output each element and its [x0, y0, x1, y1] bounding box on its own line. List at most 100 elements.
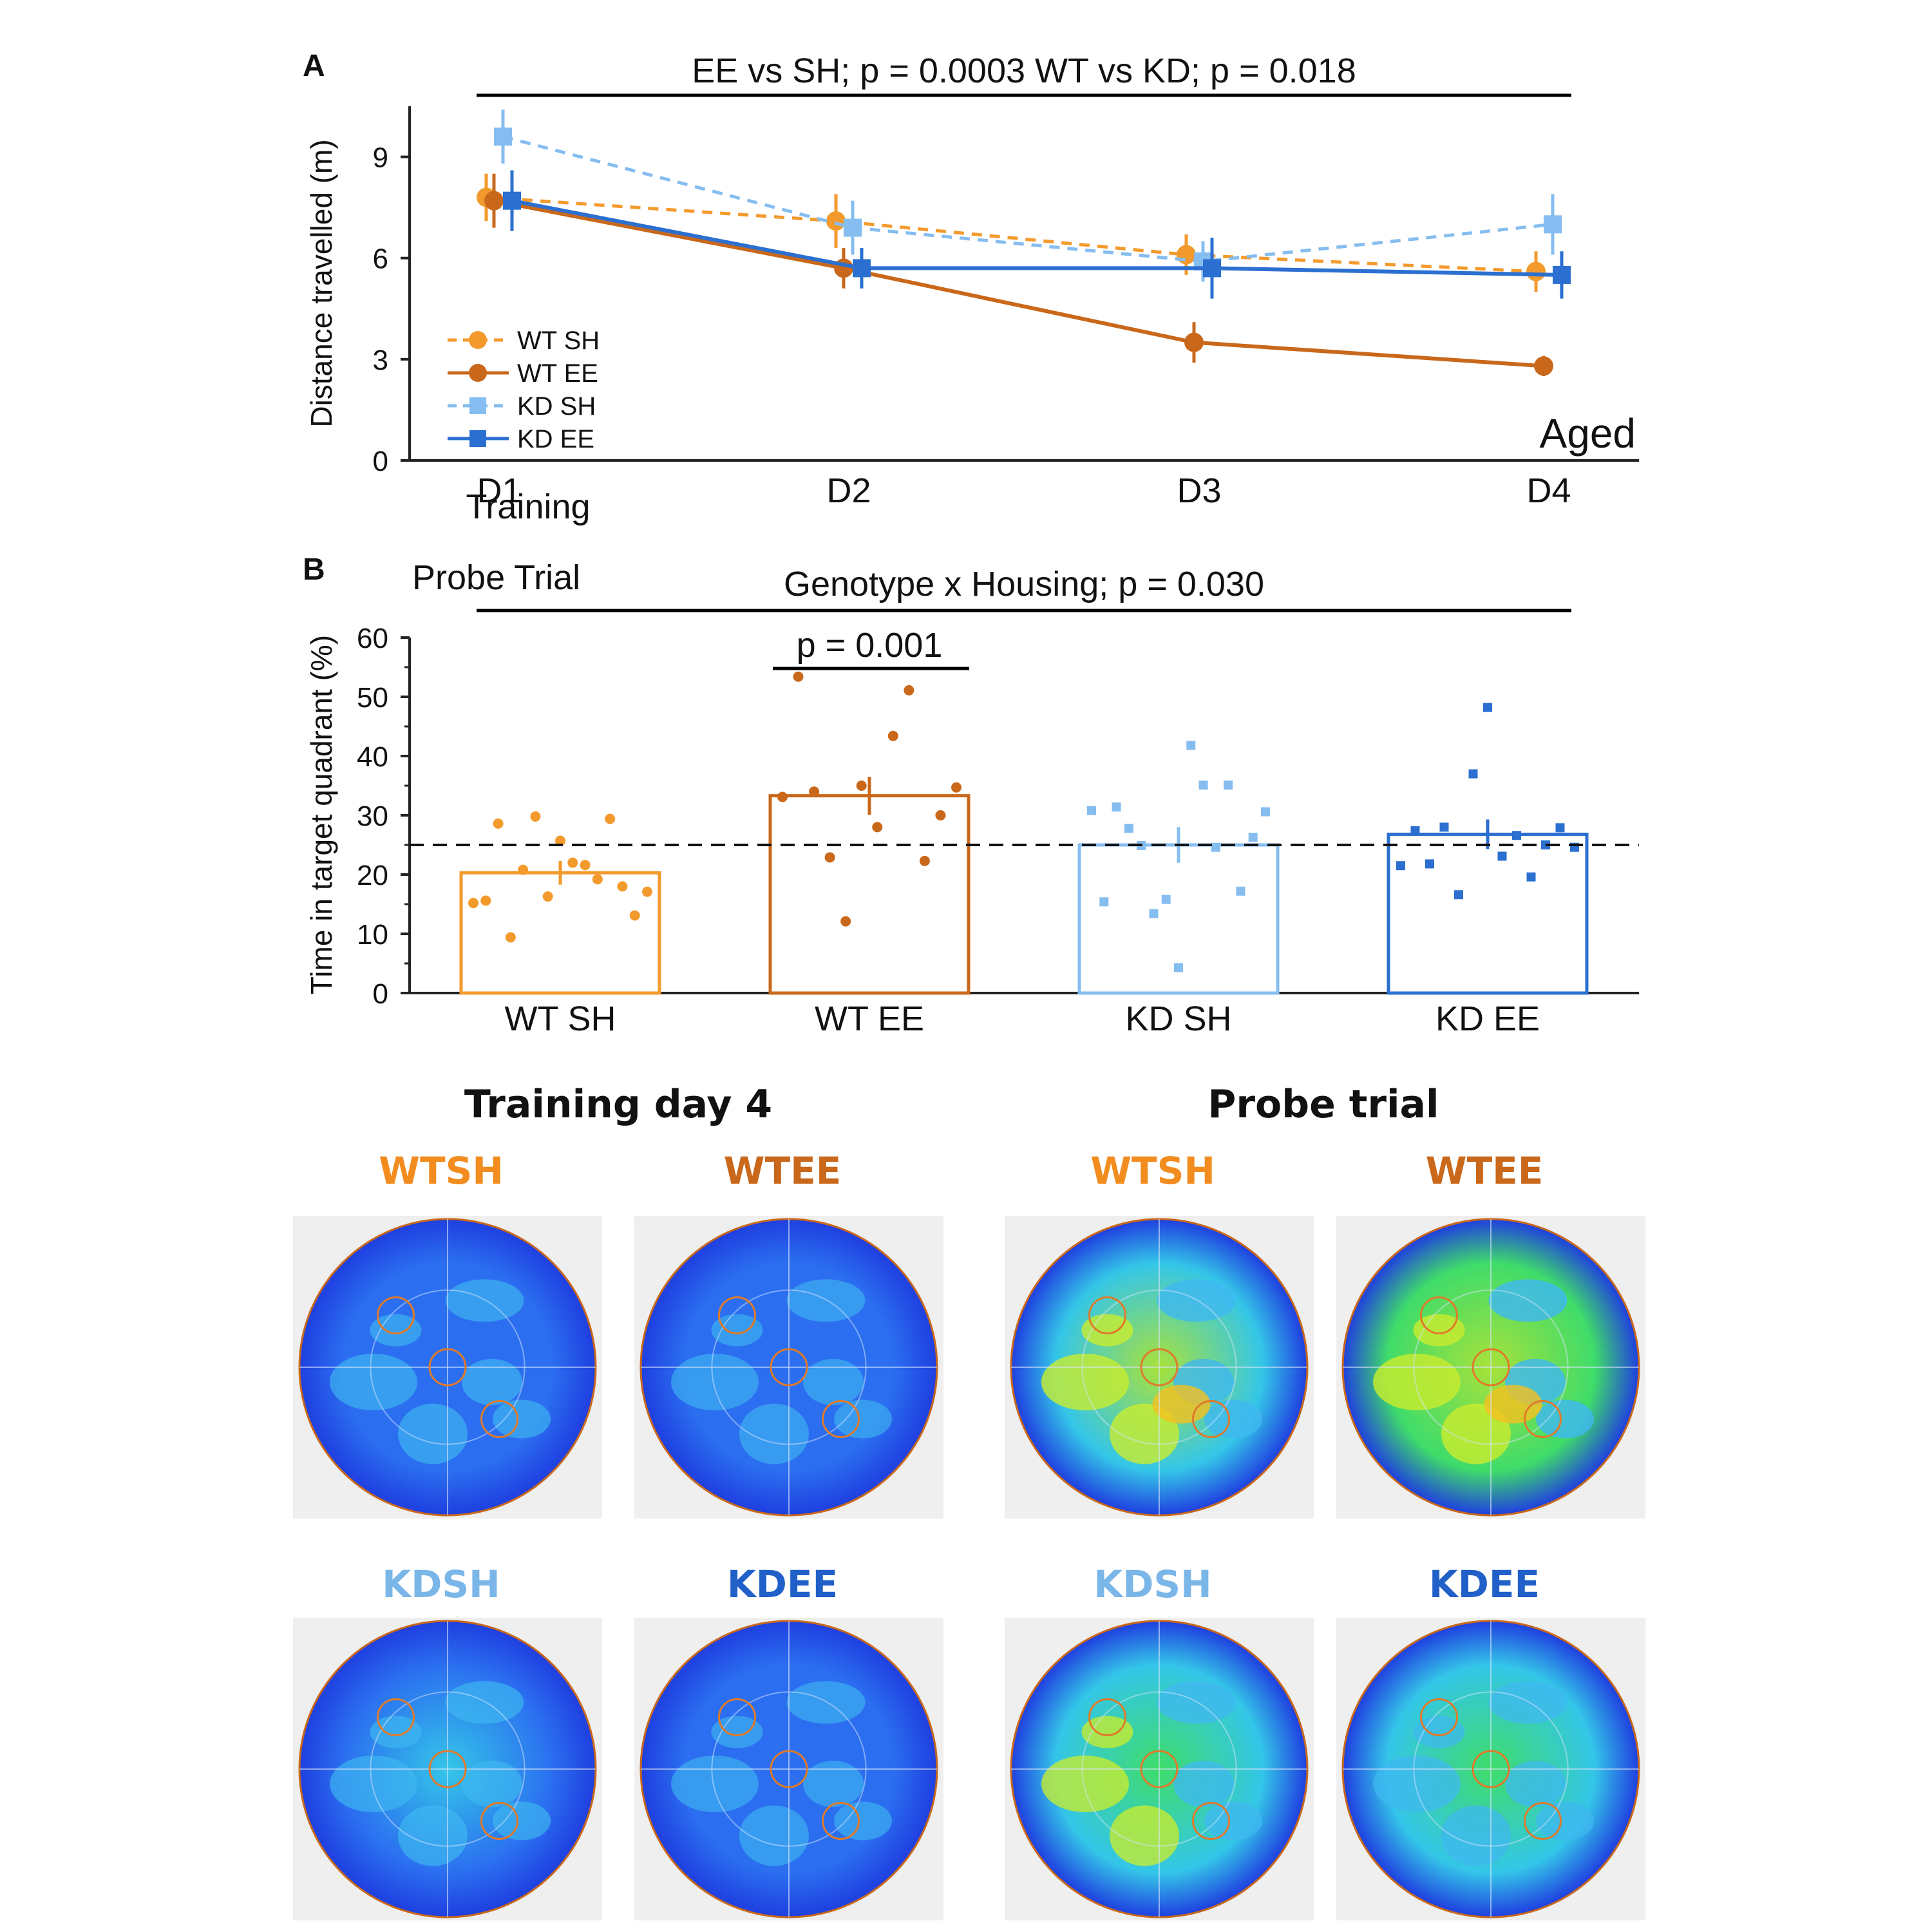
heat-blob [1081, 1314, 1133, 1347]
heat-blob [739, 1403, 809, 1464]
data-point [809, 786, 820, 797]
inner-ring [1081, 1289, 1237, 1445]
data-point [1439, 822, 1449, 832]
data-point [592, 874, 603, 885]
heat-blob [1505, 1761, 1566, 1807]
platform-circle [718, 1296, 756, 1334]
bar-group-kd-sh: KD SH [1077, 741, 1280, 1038]
heat-blob [493, 1801, 551, 1841]
heat-blob [834, 1801, 892, 1841]
y-tick-label: 9 [373, 142, 388, 174]
heat-blob [671, 1354, 759, 1410]
data-point [629, 910, 640, 921]
heatmap-label: KDEE [727, 1562, 838, 1606]
heatmap-panel-wtsh: WTSH [1005, 1149, 1314, 1519]
y-tick-label: 0 [373, 978, 388, 1010]
series-line [502, 135, 1553, 263]
data-point [904, 685, 914, 696]
heat-blob [462, 1359, 522, 1405]
data-point [793, 671, 804, 682]
heatmap-label: KDSH [382, 1562, 500, 1606]
inner-ring [711, 1289, 867, 1445]
platform-circle [1192, 1400, 1230, 1438]
platform-circle [1472, 1750, 1510, 1788]
heat-blob [1204, 1801, 1262, 1841]
heat-blob [398, 1805, 468, 1866]
heatmap-label: WTEE [1426, 1149, 1544, 1193]
data-point [484, 191, 504, 211]
legend-marker [469, 364, 487, 382]
series-line [493, 198, 1544, 368]
bar [768, 794, 971, 995]
platform-circle [1088, 1296, 1126, 1334]
heat-blob [330, 1756, 417, 1812]
series-wt-ee [484, 173, 1553, 377]
data-point [887, 730, 898, 741]
heat-blob [1157, 1681, 1236, 1724]
heat-blob [739, 1805, 809, 1866]
y-tick-label: 30 [357, 800, 388, 832]
heatmap-label: WTEE [724, 1149, 842, 1193]
probe-trial-title: Probe trial [1208, 1082, 1439, 1127]
heat-blob [445, 1279, 524, 1322]
legend-label: KD SH [517, 392, 596, 421]
heat-blob [1484, 1385, 1542, 1424]
heat-blob [1081, 1716, 1133, 1748]
data-point [1184, 332, 1204, 352]
data-point [951, 782, 961, 793]
y-tick-label: 20 [357, 860, 388, 891]
platform-circle [377, 1296, 415, 1334]
heat-blob [711, 1716, 763, 1748]
data-point [503, 191, 521, 210]
heat-blob [1441, 1403, 1511, 1464]
platform-circle [822, 1802, 860, 1840]
inner-ring [1413, 1289, 1569, 1445]
data-point [505, 932, 516, 943]
data-point [617, 881, 628, 892]
heatmap-panel-wtsh: WTSH [293, 1149, 602, 1519]
heat-blob [330, 1354, 417, 1410]
x-tick-label: KD SH [1125, 999, 1231, 1038]
heat-blob [1488, 1681, 1567, 1724]
panel-b-y-label: Time in target quadrant (%) [305, 635, 338, 994]
heat-blob [803, 1761, 864, 1807]
data-point [1149, 909, 1159, 918]
data-point [1425, 859, 1434, 869]
data-point [1198, 781, 1208, 790]
data-point [480, 895, 491, 906]
legend-marker [469, 331, 487, 349]
heat-blob [671, 1756, 759, 1812]
heat-blob [1152, 1385, 1211, 1424]
data-point [1161, 895, 1171, 904]
data-point [1186, 741, 1196, 750]
platform-circle [428, 1750, 467, 1788]
x-tick-label: WT SH [505, 999, 616, 1038]
y-tick-label: 3 [373, 345, 388, 376]
heatmap-label: WTSH [379, 1149, 504, 1193]
platform-circle [1140, 1750, 1179, 1788]
data-point [824, 852, 835, 863]
heat-blob [786, 1681, 866, 1724]
heat-blob [493, 1399, 551, 1439]
data-point [1087, 806, 1096, 815]
heat-blob [370, 1314, 422, 1347]
data-point [853, 259, 871, 278]
data-point [844, 218, 862, 237]
heatmap-label: KDEE [1429, 1562, 1540, 1606]
data-point [840, 916, 851, 927]
legend-marker [469, 430, 486, 447]
series-line [486, 195, 1537, 274]
inner-ring [370, 1289, 526, 1445]
data-point [1261, 807, 1270, 817]
heat-blob [398, 1403, 468, 1464]
data-point [1468, 769, 1478, 779]
data-point [530, 811, 541, 822]
platform-circle [822, 1400, 860, 1438]
platform-circle [1420, 1698, 1458, 1736]
platform-circle [1140, 1348, 1179, 1387]
data-point [1410, 826, 1420, 835]
bar [459, 871, 661, 995]
panel-b-subtitle: Probe Trial [412, 558, 580, 597]
y-tick-label: 6 [373, 243, 388, 275]
panel-a-x-label: Training [466, 488, 590, 526]
